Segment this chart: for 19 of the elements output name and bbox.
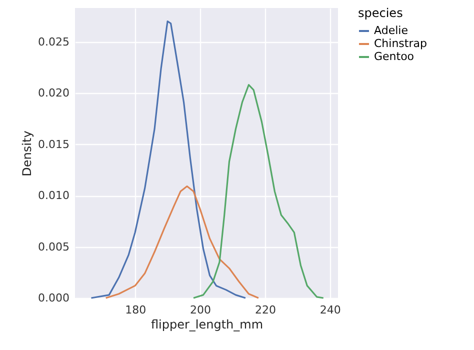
y-tick-label: 0.015 xyxy=(38,138,70,151)
y-tick-label: 0.000 xyxy=(38,292,70,304)
y-tick-label: 0.010 xyxy=(38,189,70,202)
line-series xyxy=(105,186,260,299)
x-axis-title: flipper_length_mm xyxy=(150,318,264,332)
y-tick-label: 0.025 xyxy=(38,35,70,48)
x-tick-label: 200 xyxy=(190,304,212,316)
legend-label: Adelie xyxy=(374,24,408,37)
line-series xyxy=(90,20,246,299)
y-tick-label: 0.005 xyxy=(38,240,70,254)
legend-label: Gentoo xyxy=(374,50,414,63)
x-tick-label: 220 xyxy=(254,304,276,316)
legend-label: Chinstrap xyxy=(374,37,427,50)
y-axis-title: Density xyxy=(20,130,34,176)
legend-title: species xyxy=(358,6,403,20)
line-series xyxy=(192,84,324,299)
y-tick-label: 0.020 xyxy=(38,86,70,100)
x-tick-label: 180 xyxy=(125,304,146,316)
x-tick-label: 240 xyxy=(320,304,341,316)
